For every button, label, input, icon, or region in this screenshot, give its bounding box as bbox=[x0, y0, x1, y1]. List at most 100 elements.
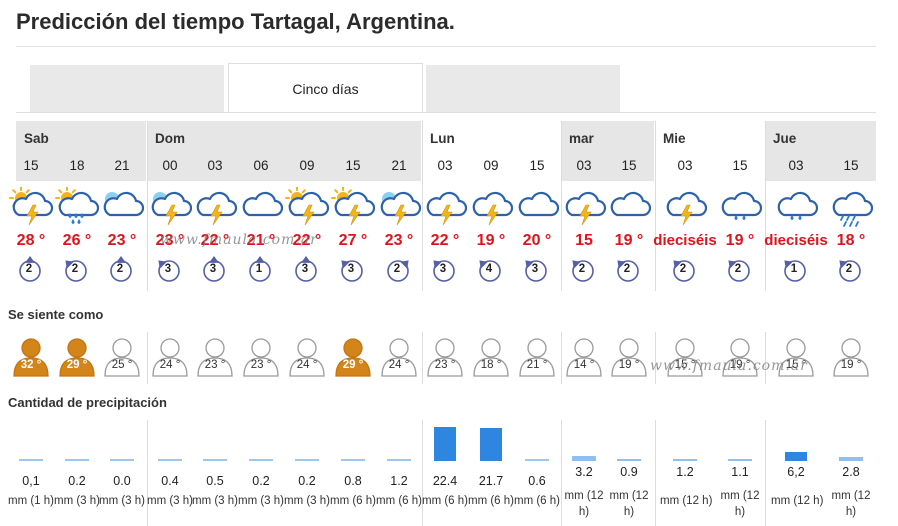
temperature: dieciséis bbox=[764, 232, 828, 249]
precipitation-bar bbox=[295, 459, 319, 461]
feels-like-icon bbox=[284, 335, 330, 377]
wind-icon: 2 bbox=[54, 256, 100, 286]
precipitation-bar bbox=[110, 459, 134, 461]
day-divider bbox=[147, 332, 148, 384]
hour-label: 00 bbox=[162, 158, 178, 173]
cloud-thunder-icon bbox=[468, 187, 514, 227]
wind-icon: 3 bbox=[192, 256, 238, 286]
precipitation-bar bbox=[525, 459, 549, 461]
hour-label: 15 bbox=[732, 158, 748, 173]
feels-like-icon bbox=[330, 335, 376, 377]
cloud-thunder-icon bbox=[422, 187, 468, 227]
temperature: 23 ° bbox=[155, 232, 185, 249]
precipitation-value: 0.8 bbox=[344, 474, 362, 488]
day-divider bbox=[561, 420, 562, 526]
precipitation-unit: mm (12 h) bbox=[720, 490, 760, 518]
precipitation-bar bbox=[434, 427, 456, 461]
moon-cloud-thunder-icon bbox=[147, 187, 193, 227]
hour-label: 21 bbox=[114, 158, 130, 173]
day-divider bbox=[561, 332, 562, 384]
feels-like-icon bbox=[773, 335, 819, 377]
wind-icon: 2 bbox=[376, 256, 422, 286]
precipitation-value: 0.0 bbox=[113, 474, 131, 488]
watermark: www.fmaula.com.ar bbox=[160, 232, 318, 248]
wind-speed: 3 bbox=[301, 263, 309, 275]
precipitation-unit: mm (12 h) bbox=[771, 495, 824, 507]
tabs-divider bbox=[16, 112, 876, 113]
feels-like-value: 24 ° bbox=[296, 359, 318, 371]
hour-label: 06 bbox=[253, 158, 269, 173]
wind-speed: 1 bbox=[790, 263, 798, 275]
temperature: 27 ° bbox=[338, 232, 368, 249]
cloud-thunder-icon bbox=[662, 187, 708, 227]
feels-like-icon bbox=[662, 335, 708, 377]
feels-like-value: 32 ° bbox=[20, 359, 42, 371]
precipitation-value: 0.4 bbox=[161, 474, 179, 488]
precipitation-bar bbox=[387, 459, 411, 461]
feels-like-icon bbox=[99, 335, 145, 377]
temperature: 20 ° bbox=[522, 232, 552, 249]
feels-like-icon bbox=[422, 335, 468, 377]
day-label: Lun bbox=[430, 131, 455, 146]
precipitation-bar bbox=[19, 459, 43, 461]
tab-left[interactable] bbox=[30, 65, 224, 113]
precipitation-unit: mm (3 h) bbox=[238, 495, 284, 507]
moon-cloud-thunder-icon bbox=[376, 187, 422, 227]
hour-label: 09 bbox=[483, 158, 499, 173]
wind-speed: 2 bbox=[393, 263, 401, 275]
wind-icon: 3 bbox=[284, 256, 330, 286]
precipitation-unit: mm (3 h) bbox=[147, 495, 193, 507]
wind-speed: 3 bbox=[439, 263, 447, 275]
precipitation-value: 6,2 bbox=[787, 465, 805, 479]
wind-speed: 2 bbox=[679, 263, 687, 275]
feels-like-icon bbox=[376, 335, 422, 377]
wind-icon: 2 bbox=[8, 256, 54, 286]
precipitation-value: 3.2 bbox=[575, 465, 593, 479]
wind-icon: 3 bbox=[514, 256, 560, 286]
wind-speed: 2 bbox=[578, 263, 586, 275]
temperature: 19 ° bbox=[476, 232, 506, 249]
wind-icon: 2 bbox=[717, 256, 763, 286]
feels-like-icon bbox=[468, 335, 514, 377]
day-divider bbox=[422, 121, 423, 291]
cloud-rain-icon bbox=[717, 187, 763, 227]
precipitation-bar bbox=[480, 428, 502, 461]
day-header-band bbox=[765, 121, 876, 181]
tab-cinco-dias[interactable]: Cinco días bbox=[228, 63, 423, 113]
precipitation-bar bbox=[673, 459, 697, 461]
precipitation-bar bbox=[728, 459, 752, 461]
tab-right[interactable] bbox=[426, 65, 620, 113]
precipitation-bar bbox=[617, 459, 641, 461]
feels-like-icon bbox=[8, 335, 54, 377]
temperature: 23 ° bbox=[107, 232, 137, 249]
precipitation-unit: mm (12 h) bbox=[831, 490, 871, 518]
feels-like-heading: Se siente como bbox=[8, 307, 104, 322]
day-divider bbox=[561, 121, 562, 291]
precipitation-value: 0.9 bbox=[620, 465, 638, 479]
feels-like-value: 23 ° bbox=[204, 359, 226, 371]
watermark: www.fmaula.com.ar bbox=[650, 358, 808, 374]
day-divider bbox=[147, 121, 148, 291]
day-label: Dom bbox=[155, 131, 185, 146]
precipitation-value: 22.4 bbox=[432, 474, 458, 488]
precipitation-bar bbox=[341, 459, 365, 461]
wind-speed: 1 bbox=[255, 263, 263, 275]
wind-speed: 2 bbox=[25, 263, 33, 275]
wind-speed: 3 bbox=[209, 263, 217, 275]
temperature: 18 ° bbox=[836, 232, 866, 249]
feels-like-icon bbox=[238, 335, 284, 377]
wind-icon: 1 bbox=[238, 256, 284, 286]
day-divider bbox=[655, 420, 656, 526]
sun-cloud-thunder-icon bbox=[284, 187, 330, 227]
feels-like-value: 23 ° bbox=[434, 359, 456, 371]
temperature: 21 ° bbox=[246, 232, 276, 249]
feels-like-value: 18 ° bbox=[480, 359, 502, 371]
page-title: Predicción del tiempo Tartagal, Argentin… bbox=[16, 9, 455, 34]
day-header-band bbox=[16, 121, 146, 181]
precipitation-value: 0,1 bbox=[22, 474, 40, 488]
hour-label: 03 bbox=[576, 158, 592, 173]
precipitation-value: 1.1 bbox=[731, 465, 749, 479]
precipitation-unit: mm (12 h) bbox=[609, 490, 649, 518]
wind-icon: 2 bbox=[561, 256, 607, 286]
hour-label: 09 bbox=[299, 158, 315, 173]
